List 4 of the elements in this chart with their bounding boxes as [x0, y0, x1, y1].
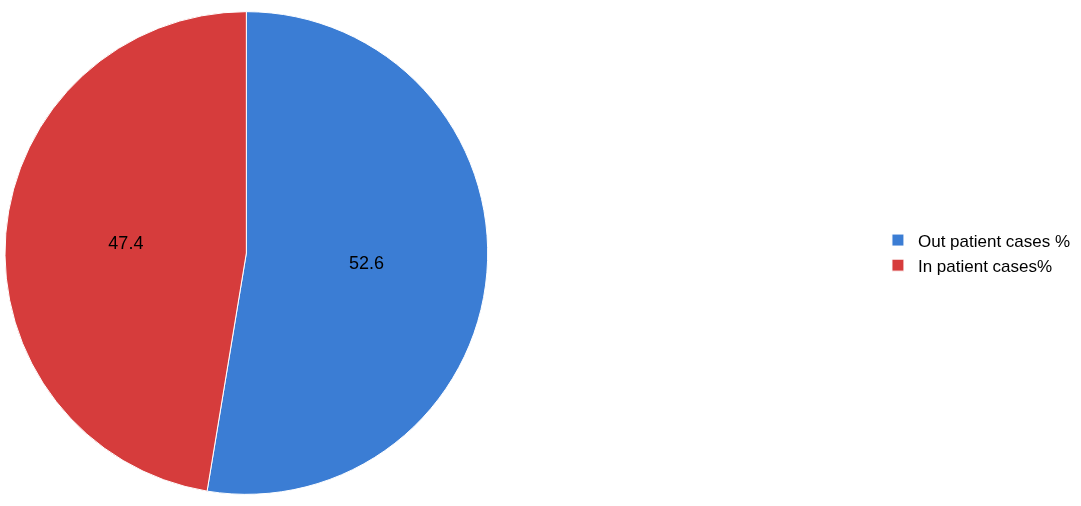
data-label: 52.6 [349, 252, 385, 273]
legend-label: Out patient cases % [917, 231, 1071, 251]
legend-label: In patient cases% [917, 256, 1053, 276]
data-label: 47.4 [108, 233, 144, 254]
